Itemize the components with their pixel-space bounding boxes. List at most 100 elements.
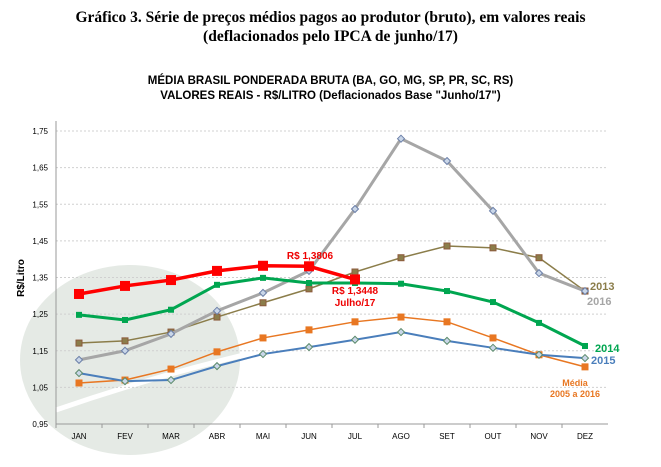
legend-2014: 2014 xyxy=(595,343,620,355)
data-point xyxy=(167,365,175,373)
y-axis-label: R$/Litro xyxy=(16,259,27,297)
data-point xyxy=(443,242,451,250)
data-point xyxy=(166,275,176,286)
y-tick-label: 1,45 xyxy=(32,237,48,246)
data-point xyxy=(351,318,359,326)
x-tick-label: MAR xyxy=(162,432,180,441)
data-point xyxy=(397,313,405,321)
data-point xyxy=(258,349,268,359)
figure-title-line2: (deflacionados pelo IPCA de junho/17) xyxy=(203,28,458,45)
data-point xyxy=(76,311,82,318)
data-point xyxy=(442,336,452,346)
x-tick-label: NOV xyxy=(530,432,548,441)
legend-media-line1: Média xyxy=(562,378,589,388)
figure-title: Gráfico 3. Série de preços médios pagos … xyxy=(0,8,661,46)
data-point xyxy=(75,339,83,347)
legend-media-line2: 2005 a 2016 xyxy=(550,389,600,399)
data-point xyxy=(74,355,84,365)
data-point xyxy=(442,156,452,166)
data-point xyxy=(166,329,176,339)
data-point xyxy=(258,260,268,271)
data-point xyxy=(259,299,267,307)
chart-title-line1: MÉDIA BRASIL PONDERADA BRUTA (BA, GO, MG… xyxy=(147,75,514,87)
data-point xyxy=(443,318,451,326)
background-decoration xyxy=(20,265,361,455)
x-tick-label: MAI xyxy=(256,432,270,441)
data-point xyxy=(214,281,220,288)
data-point xyxy=(168,306,174,313)
data-point xyxy=(74,368,84,378)
y-tick-label: 1,65 xyxy=(32,164,48,173)
data-point xyxy=(582,342,588,349)
data-point xyxy=(212,306,222,316)
data-point xyxy=(580,353,590,363)
series-line xyxy=(78,136,586,362)
x-tick-label: AGO xyxy=(392,432,410,441)
data-point xyxy=(580,286,590,296)
data-point xyxy=(260,274,266,281)
series-2017 xyxy=(74,260,360,299)
data-point xyxy=(397,254,405,262)
data-point xyxy=(122,316,128,323)
chart-title: MÉDIA BRASIL PONDERADA BRUTA (BA, GO, MG… xyxy=(0,74,661,104)
data-point xyxy=(120,346,130,355)
x-tick-label: OUT xyxy=(485,432,502,441)
data-point xyxy=(396,134,406,143)
y-tick-label: 1,55 xyxy=(32,200,48,209)
data-point xyxy=(213,348,221,356)
data-point xyxy=(350,274,360,285)
x-tick-label: FEV xyxy=(117,432,133,441)
x-tick-label: ABR xyxy=(209,432,226,441)
y-tick-label: 1,25 xyxy=(32,310,48,319)
data-point xyxy=(212,265,222,276)
annotation-jul-label: Julho/17 xyxy=(335,298,376,309)
y-tick-label: 0,95 xyxy=(32,420,48,429)
data-point xyxy=(488,206,498,216)
y-tick-label: 1,35 xyxy=(32,274,48,283)
data-point xyxy=(536,319,542,326)
data-point xyxy=(120,280,130,291)
x-tick-label: DEZ xyxy=(577,432,593,441)
chart-title-line2: VALORES REAIS - R$/LITRO (Deflacionados … xyxy=(160,90,501,102)
legend-2016: 2016 xyxy=(587,296,611,308)
data-point xyxy=(306,279,312,286)
data-point xyxy=(490,299,496,306)
data-point xyxy=(534,350,544,359)
data-point xyxy=(75,379,83,387)
x-tick-label: JUL xyxy=(348,432,363,441)
data-point xyxy=(259,334,267,342)
x-tick-label: JAN xyxy=(71,432,86,441)
data-point xyxy=(534,268,544,278)
data-point xyxy=(444,288,450,295)
data-point xyxy=(74,288,84,299)
data-point xyxy=(305,285,313,293)
x-tick-label: JUN xyxy=(301,432,317,441)
x-tick-label: SET xyxy=(439,432,455,441)
data-point xyxy=(304,342,314,352)
series-line xyxy=(78,245,586,344)
annotation-jun: R$ 1,3806 xyxy=(287,251,334,262)
legend-2013: 2013 xyxy=(590,281,614,293)
y-tick-label: 1,05 xyxy=(32,383,48,392)
data-point xyxy=(212,361,222,371)
data-point xyxy=(120,376,130,386)
series-line xyxy=(78,331,586,383)
data-point xyxy=(535,254,543,262)
data-point xyxy=(398,280,404,287)
series-2015 xyxy=(74,327,590,386)
data-point xyxy=(350,335,360,344)
y-tick-label: 1,75 xyxy=(32,127,48,136)
data-point xyxy=(166,375,176,385)
data-point xyxy=(121,337,129,345)
data-point xyxy=(489,334,497,342)
figure-title-line1: Gráfico 3. Série de preços médios pagos … xyxy=(75,9,586,26)
data-point xyxy=(258,288,268,298)
legend-2015: 2015 xyxy=(591,355,615,367)
series-2016 xyxy=(74,134,590,365)
series-2013 xyxy=(75,242,589,347)
y-tick-label: 1,15 xyxy=(32,347,48,356)
annotation-jul: R$ 1,3448 xyxy=(332,286,379,297)
series-line xyxy=(78,276,586,348)
data-point xyxy=(489,244,497,252)
